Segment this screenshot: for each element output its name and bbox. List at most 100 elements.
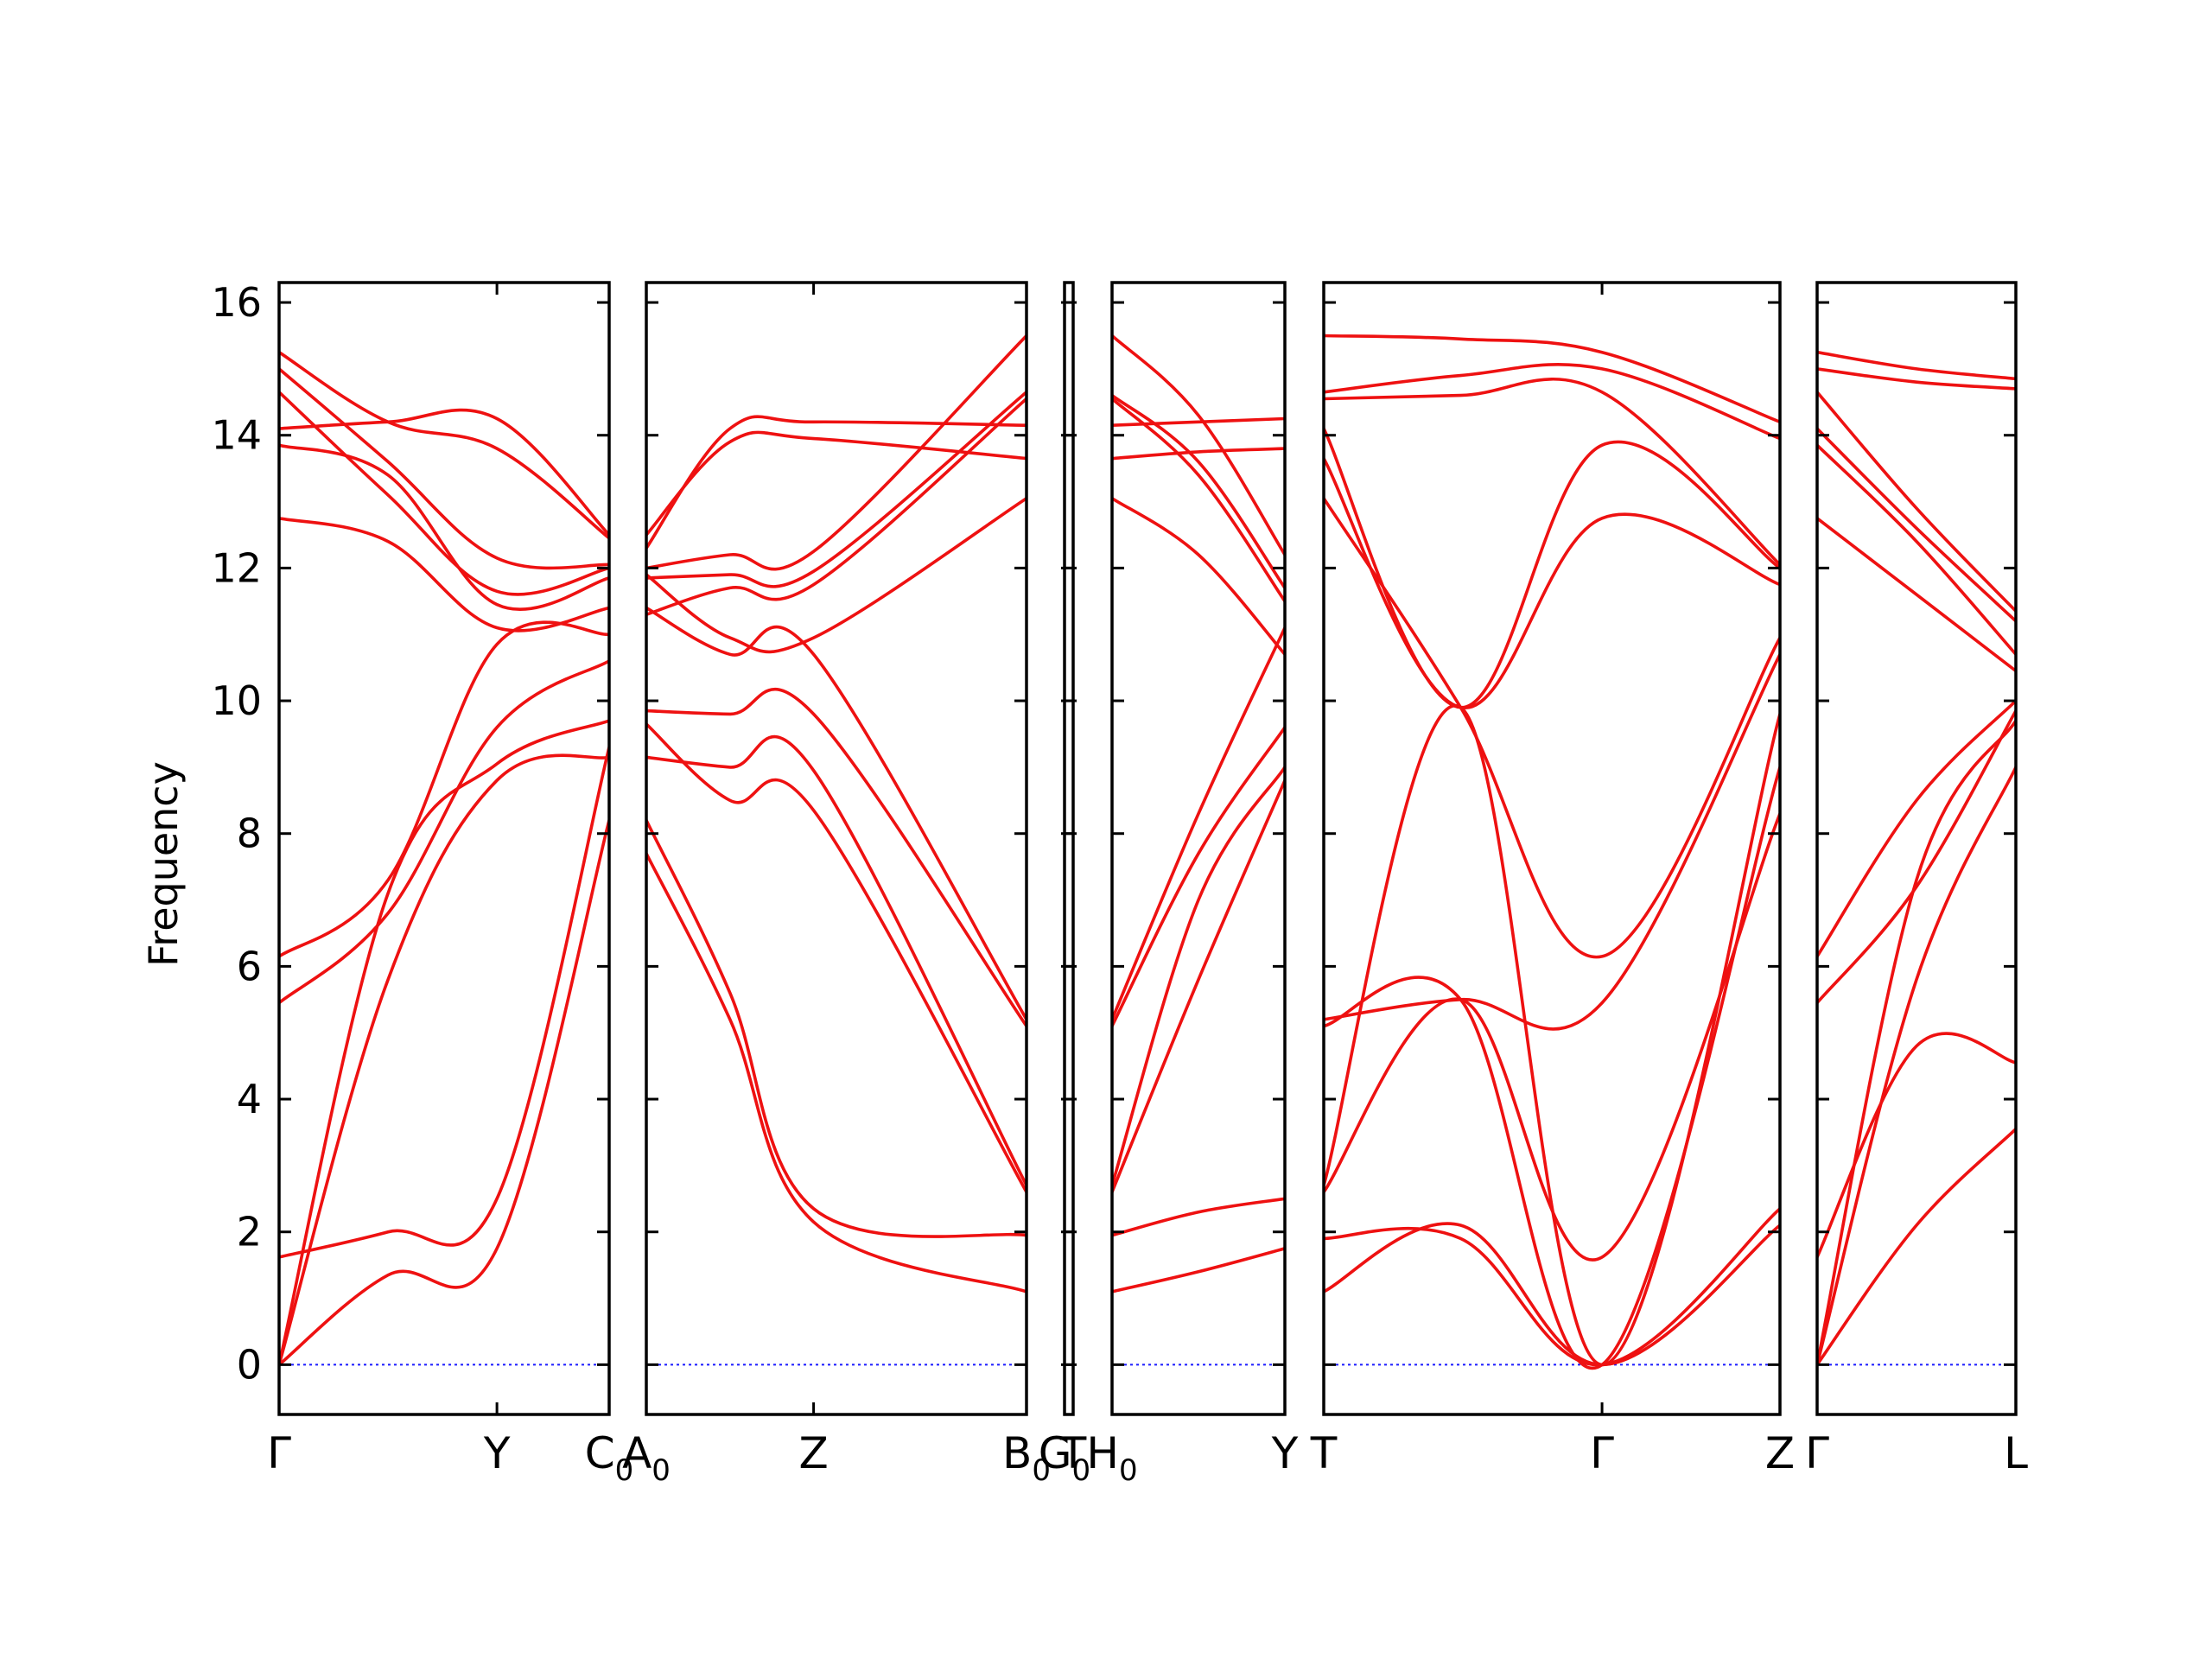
y-tick-label: 14 bbox=[211, 412, 262, 459]
x-tick-label: T bbox=[1059, 1428, 1087, 1478]
bands bbox=[646, 334, 1027, 1294]
y-tick-label: 6 bbox=[237, 943, 262, 989]
band-5 bbox=[1324, 766, 1780, 1370]
band-4 bbox=[1324, 703, 1780, 1367]
band-9 bbox=[1112, 393, 1285, 590]
band-5 bbox=[279, 659, 609, 1005]
band-3 bbox=[646, 722, 1027, 1194]
band-9 bbox=[1817, 427, 2016, 623]
y-tick-label: 8 bbox=[237, 810, 262, 857]
band-1 bbox=[646, 852, 1027, 1294]
bands bbox=[279, 350, 609, 1367]
band-12 bbox=[646, 415, 1027, 550]
y-tick-label: 16 bbox=[211, 279, 262, 326]
panel-frame bbox=[1815, 281, 2018, 1416]
x-tick-label: A0 bbox=[622, 1428, 671, 1488]
band-10 bbox=[1112, 334, 1285, 556]
bands bbox=[1817, 350, 2016, 1367]
band-8 bbox=[279, 443, 609, 611]
band-3 bbox=[279, 753, 609, 1367]
band-4 bbox=[1817, 719, 2016, 1367]
band-8 bbox=[646, 397, 1027, 616]
panel-g0-thin: G0T bbox=[1039, 281, 1090, 1488]
band-9 bbox=[279, 391, 609, 596]
band-6 bbox=[1324, 652, 1780, 1031]
x-tick-label: Γ bbox=[1590, 1428, 1614, 1478]
x-tick-label: B0 bbox=[1002, 1428, 1051, 1488]
panel-frame bbox=[277, 281, 611, 1416]
panel-frame bbox=[1063, 281, 1075, 1416]
band-3 bbox=[1112, 779, 1285, 1194]
band-6 bbox=[279, 620, 609, 958]
band-1 bbox=[1324, 1222, 1780, 1367]
y-tick-label: 12 bbox=[211, 544, 262, 591]
band-2 bbox=[1324, 1207, 1780, 1367]
band-7 bbox=[646, 496, 1027, 654]
panel-frame bbox=[645, 281, 1028, 1416]
band-5 bbox=[646, 687, 1027, 1028]
band-12 bbox=[1817, 350, 2016, 381]
band-3 bbox=[1817, 766, 2016, 1367]
band-1 bbox=[1112, 1247, 1285, 1294]
band-2 bbox=[646, 818, 1027, 1238]
band-12 bbox=[1324, 334, 1780, 424]
band-7 bbox=[1112, 496, 1285, 657]
bands bbox=[1324, 334, 1780, 1370]
x-tick-label: T bbox=[1310, 1428, 1338, 1478]
x-tick-label: Y bbox=[483, 1428, 511, 1478]
band-7 bbox=[1817, 517, 2016, 673]
band-1 bbox=[1817, 1127, 2016, 1367]
band-8 bbox=[1817, 443, 2016, 657]
panel-gamma-y-c0: Γ Y C0 bbox=[267, 281, 634, 1488]
y-tick-label: 4 bbox=[237, 1076, 262, 1122]
y-tick-label: 10 bbox=[211, 677, 262, 724]
x-tick-label: H0 bbox=[1086, 1428, 1137, 1488]
band-6 bbox=[646, 606, 1027, 1021]
band-12 bbox=[1112, 416, 1285, 427]
y-tick-label: 2 bbox=[237, 1209, 262, 1255]
band-7 bbox=[1324, 496, 1780, 959]
band-11 bbox=[646, 430, 1027, 537]
panel-frame bbox=[1322, 281, 1782, 1416]
band-3 bbox=[1324, 811, 1780, 1262]
band-11 bbox=[1112, 447, 1285, 461]
band-4 bbox=[1112, 766, 1285, 1187]
band-11 bbox=[1817, 367, 2016, 391]
band-4 bbox=[646, 734, 1027, 1187]
x-tick-label: Γ bbox=[1805, 1428, 1829, 1478]
panel-h0-y: H0 Y bbox=[1086, 281, 1299, 1488]
band-2 bbox=[279, 746, 609, 1259]
panel-a0-z-b0: A0 Z B0 bbox=[622, 281, 1051, 1488]
y-axis-label: Frequency bbox=[140, 761, 187, 967]
band-11 bbox=[1324, 363, 1780, 441]
band-1 bbox=[279, 818, 609, 1367]
band-12 bbox=[279, 408, 609, 537]
x-tick-label: L bbox=[2004, 1428, 2028, 1478]
band-8 bbox=[1324, 456, 1780, 709]
band-11 bbox=[279, 350, 609, 540]
band-8 bbox=[1112, 397, 1285, 603]
x-tick-label: Γ bbox=[267, 1428, 291, 1478]
panel-frame bbox=[1110, 281, 1287, 1416]
x-tick-label: Z bbox=[1765, 1428, 1795, 1478]
band-6 bbox=[1817, 699, 2016, 958]
band-7 bbox=[279, 517, 609, 632]
band-10 bbox=[1817, 391, 2016, 613]
band-10 bbox=[279, 367, 609, 570]
band-9 bbox=[1324, 427, 1780, 709]
band-9 bbox=[646, 391, 1027, 588]
band-5 bbox=[1817, 709, 2016, 1005]
band-2 bbox=[1112, 1197, 1285, 1237]
band-5 bbox=[1112, 726, 1285, 1028]
band-2 bbox=[1817, 1032, 2016, 1259]
x-tick-label: G0 bbox=[1039, 1428, 1090, 1488]
x-tick-label: C0 bbox=[585, 1428, 634, 1488]
x-tick-label: Y bbox=[1271, 1428, 1299, 1478]
band-10 bbox=[1324, 378, 1780, 567]
band-6 bbox=[1112, 626, 1285, 1021]
